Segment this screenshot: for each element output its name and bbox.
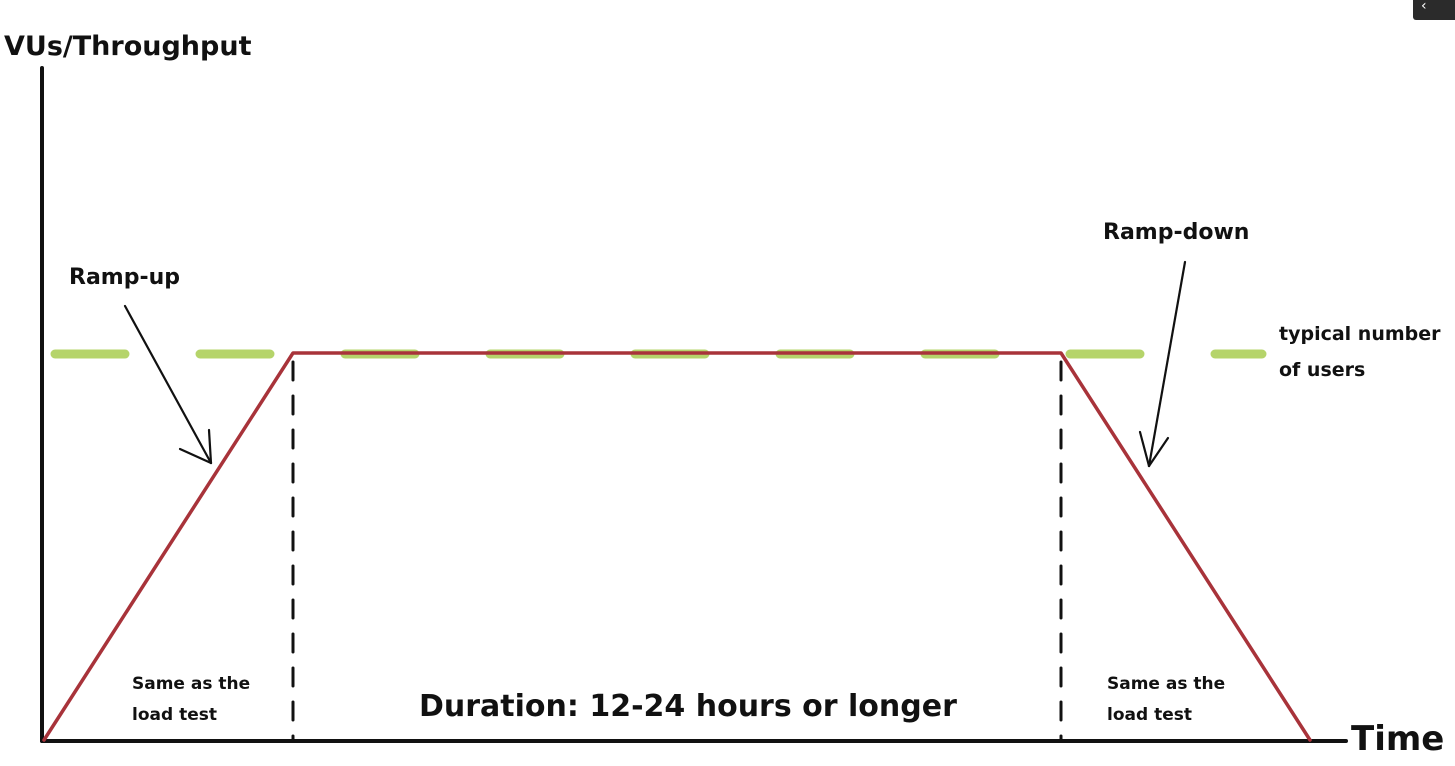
ramp-up-label: Ramp-up <box>69 265 180 290</box>
load-profile-line <box>42 351 1312 742</box>
typical-users-label-line2: of users <box>1279 359 1365 381</box>
x-axis-label: Time <box>1351 719 1444 759</box>
right-note-line2: load test <box>1107 705 1192 725</box>
y-axis-label: VUs/Throughput <box>4 31 252 62</box>
ramp-up-arrow <box>123 304 213 465</box>
right-note-line1: Same as the <box>1107 674 1225 694</box>
ramp-down-label: Ramp-down <box>1103 220 1249 245</box>
left-note-line1: Same as the <box>132 674 250 694</box>
typical-users-label-line1: typical number <box>1279 323 1441 345</box>
corner-collapse-button[interactable]: ‹ <box>1413 0 1455 20</box>
left-note-line2: load test <box>132 705 217 725</box>
duration-label: Duration: 12-24 hours or longer <box>419 689 957 724</box>
ramp-down-arrow <box>1138 260 1187 468</box>
chevron-left-icon: ‹ <box>1421 0 1427 14</box>
